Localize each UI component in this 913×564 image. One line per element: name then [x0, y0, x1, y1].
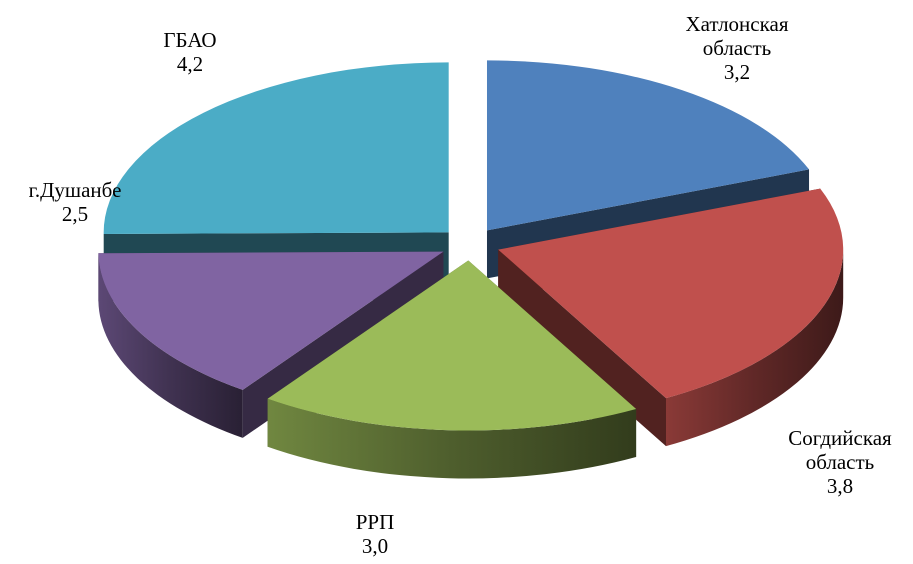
label-rrp-value: 3,0 — [320, 534, 430, 558]
label-khatlon-line1: Хатлонская — [652, 12, 822, 36]
label-rrp-line1: РРП — [320, 510, 430, 534]
slice-gbao — [104, 62, 449, 282]
label-sogd-line2: область — [760, 450, 913, 474]
label-dushanbe-line1: г.Душанбе — [0, 178, 150, 202]
label-gbao-value: 4,2 — [130, 52, 250, 76]
label-gbao: ГБАО 4,2 — [130, 28, 250, 76]
label-khatlon: Хатлонская область 3,2 — [652, 12, 822, 84]
slice-gbao-top — [104, 62, 449, 234]
label-dushanbe-value: 2,5 — [0, 202, 150, 226]
label-sogd-line1: Согдийская — [760, 426, 913, 450]
label-sogd-value: 3,8 — [760, 474, 913, 498]
label-gbao-line1: ГБАО — [130, 28, 250, 52]
label-rrp: РРП 3,0 — [320, 510, 430, 558]
label-khatlon-line2: область — [652, 36, 822, 60]
label-dushanbe: г.Душанбе 2,5 — [0, 178, 150, 226]
label-khatlon-value: 3,2 — [652, 60, 822, 84]
label-sogd: Согдийская область 3,8 — [760, 426, 913, 498]
